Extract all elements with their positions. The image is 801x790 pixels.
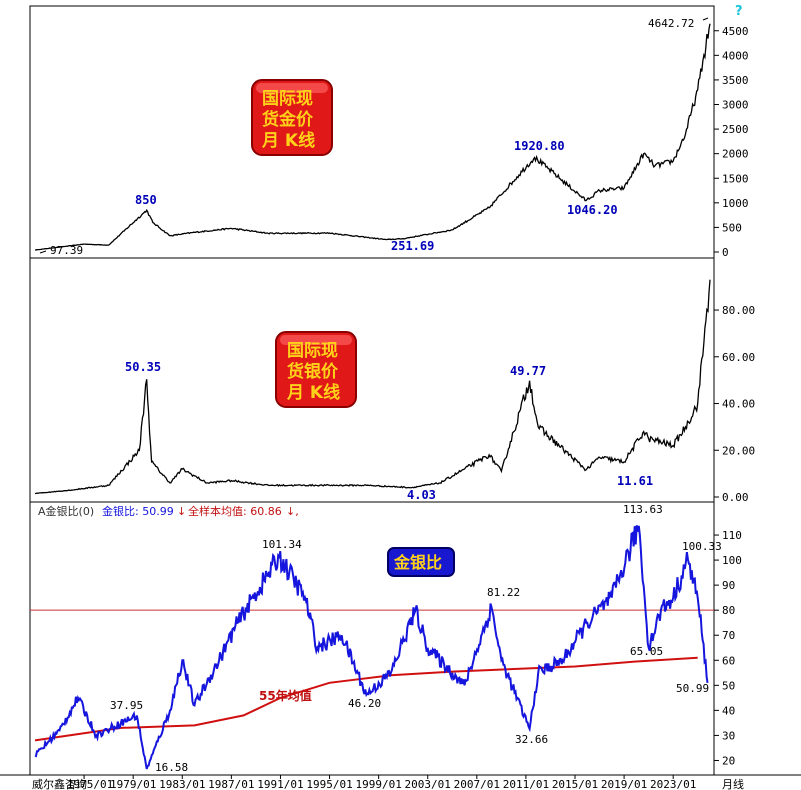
gold-low-start-label: 97.39 xyxy=(50,244,83,257)
silver-title-line-3: 月 K线 xyxy=(286,382,340,403)
x-tick-label: 2019/01 xyxy=(601,778,647,790)
ratio-legend-arrow-1: ↓ xyxy=(177,505,186,518)
brand-label: 威尔鑫咨询 xyxy=(32,777,87,790)
period-label: 月线 xyxy=(722,777,744,790)
silver-peak-2011-label: 49.77 xyxy=(510,364,546,378)
gold-y-tick-label: 2500 xyxy=(722,123,749,136)
ratio-legend-mean: 全样本均值: 60.86 xyxy=(188,504,282,518)
gold-y-tick-label: 3500 xyxy=(722,74,749,87)
ratio-y-tick-label: 80 xyxy=(722,604,735,617)
ratio-y-tick-label: 40 xyxy=(722,704,735,717)
gold-peak-1980-label: 850 xyxy=(135,193,157,207)
gold-y-tick-label: 4000 xyxy=(722,49,749,62)
ratio-latest-label: 50.99 xyxy=(676,682,709,695)
x-tick-label: 2015/01 xyxy=(552,778,598,790)
ratio-y-ticks: 110 100 90 80 70 60 50 40 30 20 xyxy=(714,529,742,767)
ratio-peak-2020-label: 113.63 xyxy=(623,503,663,516)
ratio-y-tick-label: 110 xyxy=(722,529,742,542)
gold-latest-label: 4642.72 xyxy=(648,17,694,30)
ratio-y-tick-label: 50 xyxy=(722,679,735,692)
gold-silver-ratio-line xyxy=(34,525,709,770)
gold-y-ticks: 4500 4000 3500 3000 2500 2000 1500 1000 500 0 xyxy=(714,25,749,259)
x-tick-label: 2011/01 xyxy=(503,778,549,790)
ratio-y-tick-label: 30 xyxy=(722,729,735,742)
ratio-y-tick-label: 100 xyxy=(722,554,742,567)
ratio-legend-series: 金银比: 50.99 xyxy=(102,504,174,518)
gold-y-tick-label: 3000 xyxy=(722,99,749,112)
silver-y-tick-label: 40.00 xyxy=(722,398,755,411)
gold-low-2015-label: 1046.20 xyxy=(567,203,618,217)
ratio-2021-label: 65.05 xyxy=(630,645,663,658)
ratio-legend-arrow-2: ↓, xyxy=(286,505,299,518)
silver-peak-1980-label: 50.35 xyxy=(125,360,161,374)
ratio-2008-label: 81.22 xyxy=(487,586,520,599)
ratio-panel-frame xyxy=(29,501,715,776)
gold-low-leader xyxy=(39,250,47,254)
ratio-1998-label: 46.20 xyxy=(348,697,381,710)
silver-panel-frame xyxy=(29,257,715,503)
silver-y-tick-label: 60.00 xyxy=(722,351,755,364)
ratio-y-tick-label: 60 xyxy=(722,654,735,667)
silver-price-line xyxy=(34,279,711,495)
gold-y-tick-label: 0 xyxy=(722,246,729,259)
gold-title-line-2: 货金价 xyxy=(262,109,314,130)
gold-title-line-3: 月 K线 xyxy=(261,130,315,151)
silver-y-tick-label: 0.00 xyxy=(722,491,749,504)
ratio-low-2011-label: 32.66 xyxy=(515,733,548,746)
silver-y-tick-label: 80.00 xyxy=(722,304,755,317)
x-tick-label: 1983/01 xyxy=(159,778,205,790)
gold-y-tick-label: 1000 xyxy=(722,197,749,210)
silver-y-tick-label: 20.00 xyxy=(722,444,755,457)
gold-title-badge: 国际现 货金价 月 K线 xyxy=(251,79,333,156)
x-tick-label: 2007/01 xyxy=(454,778,500,790)
gold-low-1999-label: 251.69 xyxy=(391,239,434,253)
ratio-title: 金银比 xyxy=(393,553,442,572)
gold-y-tick-label: 500 xyxy=(722,221,742,234)
x-tick-label: 1979/01 xyxy=(110,778,156,790)
gold-y-tick-label: 1500 xyxy=(722,172,749,185)
ratio-ma-label: 55年均值 xyxy=(259,688,312,703)
x-tick-label: 1975/01 xyxy=(67,778,113,790)
gold-latest-leader xyxy=(702,17,709,21)
x-tick-label: 1991/01 xyxy=(257,778,303,790)
ratio-y-tick-label: 90 xyxy=(722,579,735,592)
silver-title-badge: 国际现 货银价 月 K线 xyxy=(275,331,357,408)
ratio-legend-prefix: A金银比(0) xyxy=(38,504,94,518)
silver-y-ticks: 80.00 60.00 40.00 20.00 0.00 xyxy=(714,304,755,504)
silver-title-line-1: 国际现 xyxy=(287,341,338,361)
ratio-2024-label: 100.33 xyxy=(682,540,722,553)
ratio-title-badge: 金银比 xyxy=(387,547,455,577)
silver-title-line-2: 货银价 xyxy=(287,361,339,382)
x-tick-label: 1999/01 xyxy=(355,778,401,790)
ratio-low-1980-label: 16.58 xyxy=(155,761,188,774)
gold-panel-frame xyxy=(29,5,715,259)
x-tick-label: 2023/01 xyxy=(650,778,696,790)
gold-title-line-1: 国际现 xyxy=(262,89,313,109)
ratio-1979-label: 37.95 xyxy=(110,699,143,712)
gold-y-tick-label: 2000 xyxy=(722,148,749,161)
question-mark-icon[interactable]: ? xyxy=(735,4,743,19)
x-tick-label: 1995/01 xyxy=(306,778,352,790)
x-tick-label: 2003/01 xyxy=(405,778,451,790)
x-tick-label: 1987/01 xyxy=(208,778,254,790)
ratio-y-tick-label: 20 xyxy=(722,754,735,767)
ratio-peak-1991-label: 101.34 xyxy=(262,538,302,551)
ratio-y-tick-label: 70 xyxy=(722,629,735,642)
gold-peak-2011-label: 1920.80 xyxy=(514,139,565,153)
silver-low-2001-label: 4.03 xyxy=(407,488,436,502)
gold-y-tick-label: 4500 xyxy=(722,25,749,38)
gold-price-line xyxy=(35,23,711,251)
silver-low-2015-label: 11.61 xyxy=(617,474,653,488)
